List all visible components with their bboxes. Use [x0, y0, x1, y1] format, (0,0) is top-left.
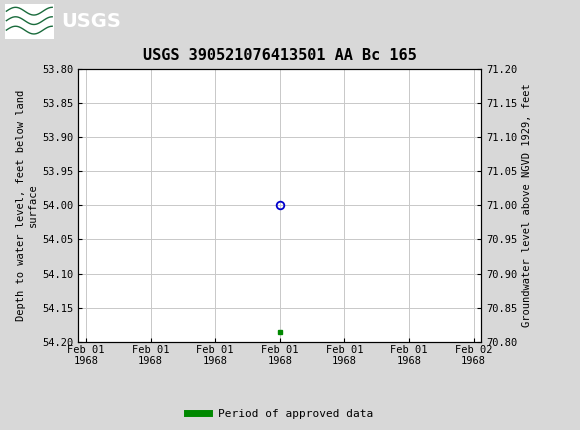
Text: USGS: USGS — [61, 12, 121, 31]
Legend: Period of approved data: Period of approved data — [182, 405, 378, 424]
Bar — [5, 4, 54, 39]
Y-axis label: Depth to water level, feet below land
surface: Depth to water level, feet below land su… — [16, 90, 38, 321]
Title: USGS 390521076413501 AA Bc 165: USGS 390521076413501 AA Bc 165 — [143, 49, 416, 64]
Y-axis label: Groundwater level above NGVD 1929, feet: Groundwater level above NGVD 1929, feet — [521, 83, 532, 327]
